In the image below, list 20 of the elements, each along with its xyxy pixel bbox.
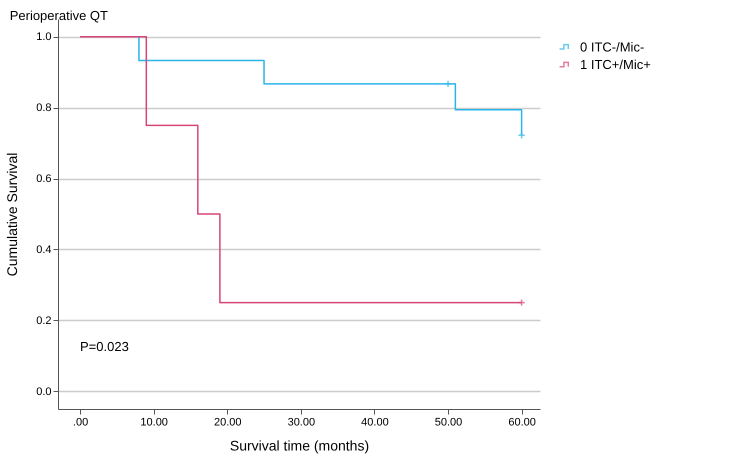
y-tick-label: 0.8 [36,102,52,114]
x-tick-label: .00 [72,416,88,428]
y-tick-label: 0.6 [36,173,52,186]
y-tick-label: 0.4 [36,244,52,256]
x-tick-label: 40.00 [361,416,389,428]
x-tick-label: 50.00 [434,416,462,428]
point [444,80,452,88]
y-tick-label: 0.0 [36,386,52,398]
x-tick-label: 30.00 [288,416,316,428]
x-tick-label: 60.00 [508,416,536,428]
annotation: P=0.023 [80,339,129,354]
x-tick-label: 10.00 [140,416,168,428]
chart-title: Perioperative QT [10,8,108,23]
y-axis-title: Cumulative Survival [4,152,20,276]
x-axis-title: Survival time (months) [230,438,370,454]
y-tick-label: 1.0 [36,31,52,44]
x-tick-label: 20.00 [214,416,242,428]
y-tick-label: 0.2 [36,314,52,327]
legend-label: 0 ITC-/Mic- [580,39,644,54]
legend-label: 1 ITC+/Mic+ [580,57,651,72]
